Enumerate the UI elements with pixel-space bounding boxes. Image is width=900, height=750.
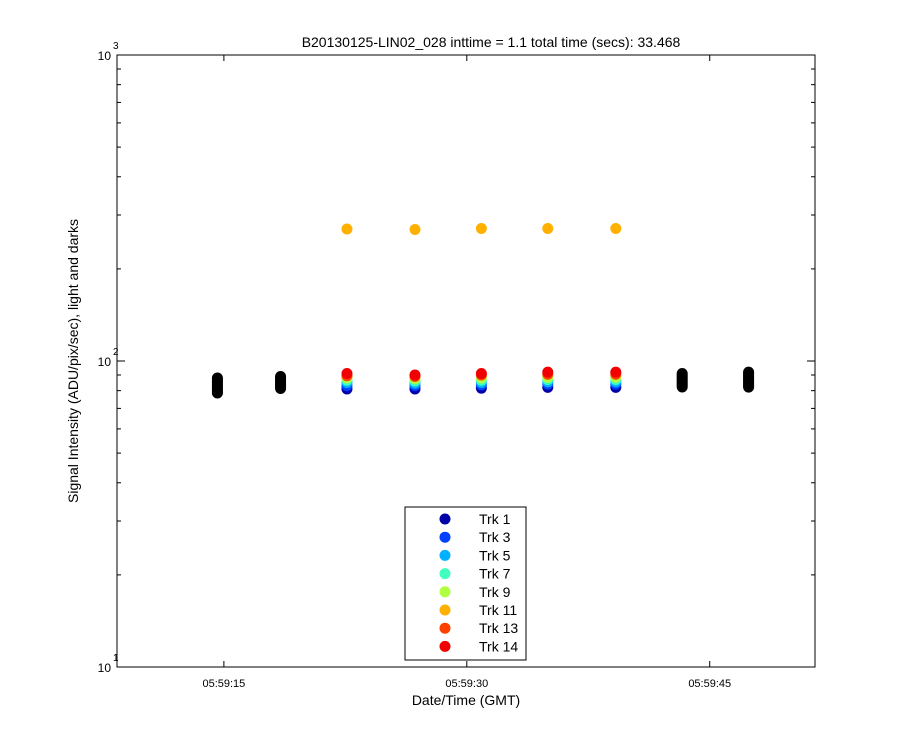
- legend-label: Trk 7: [479, 566, 511, 582]
- data-point: [610, 223, 622, 235]
- plot-frame: [116, 54, 816, 668]
- x-axis-label: Date/Time (GMT): [412, 692, 520, 708]
- legend-label: Trk 3: [479, 529, 511, 545]
- y-tick-label: 10: [98, 49, 112, 63]
- y-axis-label: Signal Intensity (ADU/pix/sec), light an…: [65, 219, 81, 503]
- legend-marker: [439, 640, 451, 652]
- dark-point: [676, 381, 688, 393]
- data-point: [542, 366, 554, 378]
- legend-marker: [439, 622, 451, 634]
- x-tick-label: 05:59:15: [202, 678, 245, 690]
- y-tick-exponent: 3: [113, 41, 119, 52]
- legend-label: Trk 1: [479, 511, 511, 527]
- legend-box: [404, 506, 527, 661]
- data-point: [475, 368, 487, 380]
- data-point: [409, 223, 421, 235]
- legend-label: Trk 13: [479, 620, 518, 636]
- dark-point: [743, 381, 755, 393]
- dark-point: [275, 382, 287, 394]
- legend-label: Trk 14: [479, 638, 518, 654]
- data-point: [475, 223, 487, 235]
- y-tick-label: 10: [98, 355, 112, 369]
- data-point: [610, 366, 622, 378]
- legend-marker: [439, 586, 451, 598]
- legend: Trk 1 Trk 3 Trk 5 Trk 7 Trk 9 Trk 11 Trk 13 Trk…: [404, 506, 527, 661]
- data-point: [341, 223, 353, 235]
- dark-point: [211, 387, 223, 399]
- legend-marker: [439, 549, 451, 561]
- legend-label: Trk 9: [479, 584, 511, 600]
- x-tick-label: 05:59:30: [445, 678, 488, 690]
- y-tick-label: 10: [98, 661, 112, 675]
- legend-label: Trk 11: [479, 602, 517, 618]
- y-tick-exponent: 2: [113, 347, 119, 358]
- x-tick-label: 05:59:45: [688, 678, 731, 690]
- legend-marker: [439, 531, 451, 543]
- data-marks: [211, 223, 755, 399]
- legend-label: Trk 5: [479, 547, 511, 563]
- data-point: [542, 223, 554, 235]
- data-point: [341, 368, 353, 380]
- legend-marker: [439, 604, 451, 616]
- data-point: [409, 369, 421, 381]
- chart-title: B20130125-LIN02_028 inttime = 1.1 total …: [302, 34, 681, 50]
- legend-marker: [439, 513, 451, 525]
- legend-marker: [439, 568, 451, 580]
- y-tick-exponent: 1: [113, 653, 119, 664]
